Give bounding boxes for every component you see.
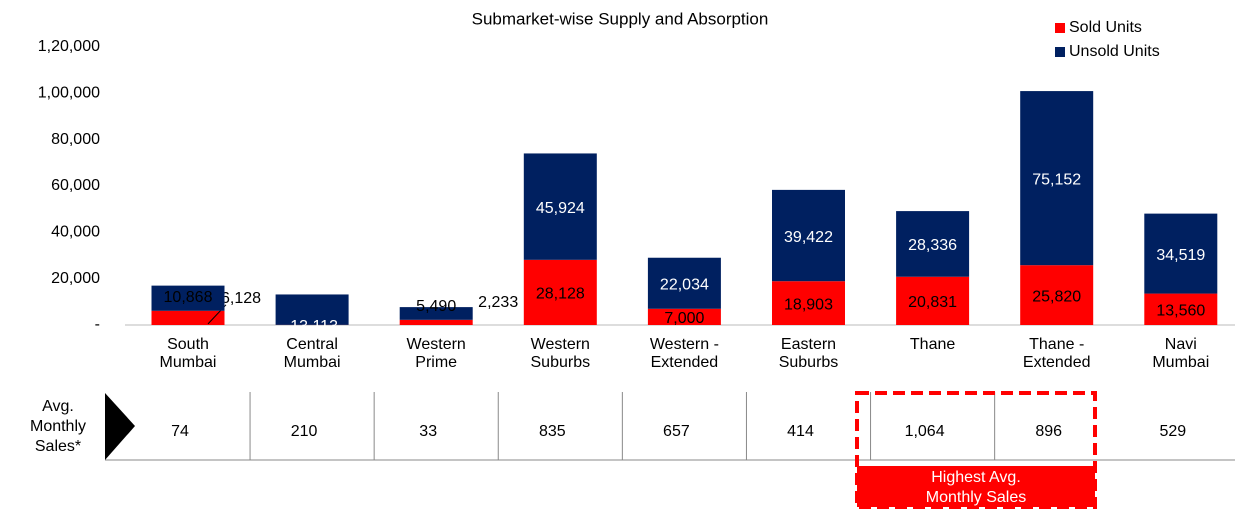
- x-tick-label: Mumbai: [160, 354, 217, 371]
- data-label: 18,903: [784, 296, 833, 313]
- x-tick-label: Eastern: [781, 336, 836, 353]
- data-label: 75,152: [1032, 171, 1081, 188]
- bar-segment: [399, 319, 473, 325]
- y-tick-label: 1,20,000: [38, 38, 100, 55]
- y-tick-label: 1,00,000: [38, 85, 100, 102]
- x-tick-label: Prime: [415, 354, 457, 371]
- table-cell: 835: [539, 423, 566, 440]
- table-cell: 210: [291, 423, 318, 440]
- bar-segment: [647, 308, 721, 325]
- row-label: Monthly: [30, 418, 86, 435]
- bar-segment: [896, 276, 970, 325]
- data-label: 22,034: [660, 276, 709, 293]
- x-tick-label: Western: [531, 336, 590, 353]
- data-label: 7,000: [664, 310, 704, 327]
- data-label: 2,233: [478, 294, 518, 311]
- bar-segment: [151, 310, 225, 325]
- table-cell: 414: [787, 423, 814, 440]
- x-tick-label: Mumbai: [1152, 354, 1209, 371]
- x-tick-label: Western: [407, 336, 466, 353]
- legend-swatch: [1055, 47, 1065, 57]
- highlight-box: [855, 391, 1097, 509]
- data-label: 39,422: [784, 229, 833, 246]
- row-label: Avg.: [42, 398, 74, 415]
- bar-segment: [772, 189, 845, 282]
- x-tick-label: Mumbai: [284, 354, 341, 371]
- data-label: 6,128: [221, 290, 261, 307]
- y-tick-label: 60,000: [51, 177, 100, 194]
- x-tick-label: Thane -: [1029, 336, 1084, 353]
- data-label: 28,128: [536, 286, 585, 303]
- legend-label: Unsold Units: [1069, 43, 1160, 60]
- x-tick-label: Suburbs: [779, 354, 839, 371]
- x-tick-label: Extended: [1023, 354, 1091, 371]
- x-tick-label: Navi: [1165, 336, 1197, 353]
- y-tick-label: 40,000: [51, 224, 100, 241]
- data-label: 20,831: [908, 294, 957, 311]
- data-label: 10,868: [164, 289, 213, 306]
- data-label: 5,490: [416, 298, 456, 315]
- row-label: Sales*: [35, 438, 81, 455]
- data-label: 28,336: [908, 237, 957, 254]
- x-tick-label: Suburbs: [531, 354, 591, 371]
- bar-segment: [772, 281, 845, 325]
- y-tick-label: 80,000: [51, 131, 100, 148]
- x-tick-label: Central: [286, 336, 338, 353]
- bar-segment: [1144, 293, 1218, 325]
- table-cell: 529: [1159, 423, 1186, 440]
- bar-segment: [151, 285, 225, 311]
- highlight-label: Monthly Sales: [926, 489, 1027, 506]
- bar-segment: [647, 257, 721, 309]
- table-cell: 1,064: [905, 423, 945, 440]
- table-cell: 33: [419, 423, 437, 440]
- bar-segment: [523, 153, 597, 260]
- y-tick-label: 20,000: [51, 270, 100, 287]
- bar-segment: [523, 259, 597, 325]
- bar-segment: [1020, 265, 1094, 325]
- legend-label: Sold Units: [1069, 19, 1142, 36]
- x-tick-label: South: [167, 336, 209, 353]
- arrow: [105, 393, 135, 460]
- bar-segment: [1020, 91, 1094, 266]
- bar-segment: [896, 211, 970, 277]
- bar-segment: [399, 307, 473, 320]
- data-label: 13,113: [290, 318, 338, 335]
- highlight-label: Highest Avg.: [931, 469, 1021, 486]
- data-label: 34,519: [1156, 247, 1205, 264]
- y-tick-label: -: [95, 316, 100, 333]
- table-cell: 74: [171, 423, 189, 440]
- legend-swatch: [1055, 23, 1065, 33]
- table-cell: 896: [1035, 423, 1062, 440]
- highlight-band: [857, 466, 1095, 507]
- table-cell: 657: [663, 423, 690, 440]
- data-label: 25,820: [1032, 288, 1081, 305]
- bar-segment: [1144, 213, 1218, 294]
- chart-title: Submarket-wise Supply and Absorption: [472, 9, 769, 28]
- bar-segment: [275, 294, 349, 325]
- x-tick-label: Western -: [650, 336, 719, 353]
- x-tick-label: Thane: [910, 336, 955, 353]
- data-label: 45,924: [536, 200, 585, 217]
- x-tick-label: Extended: [651, 354, 719, 371]
- data-label: 13,560: [1156, 303, 1205, 320]
